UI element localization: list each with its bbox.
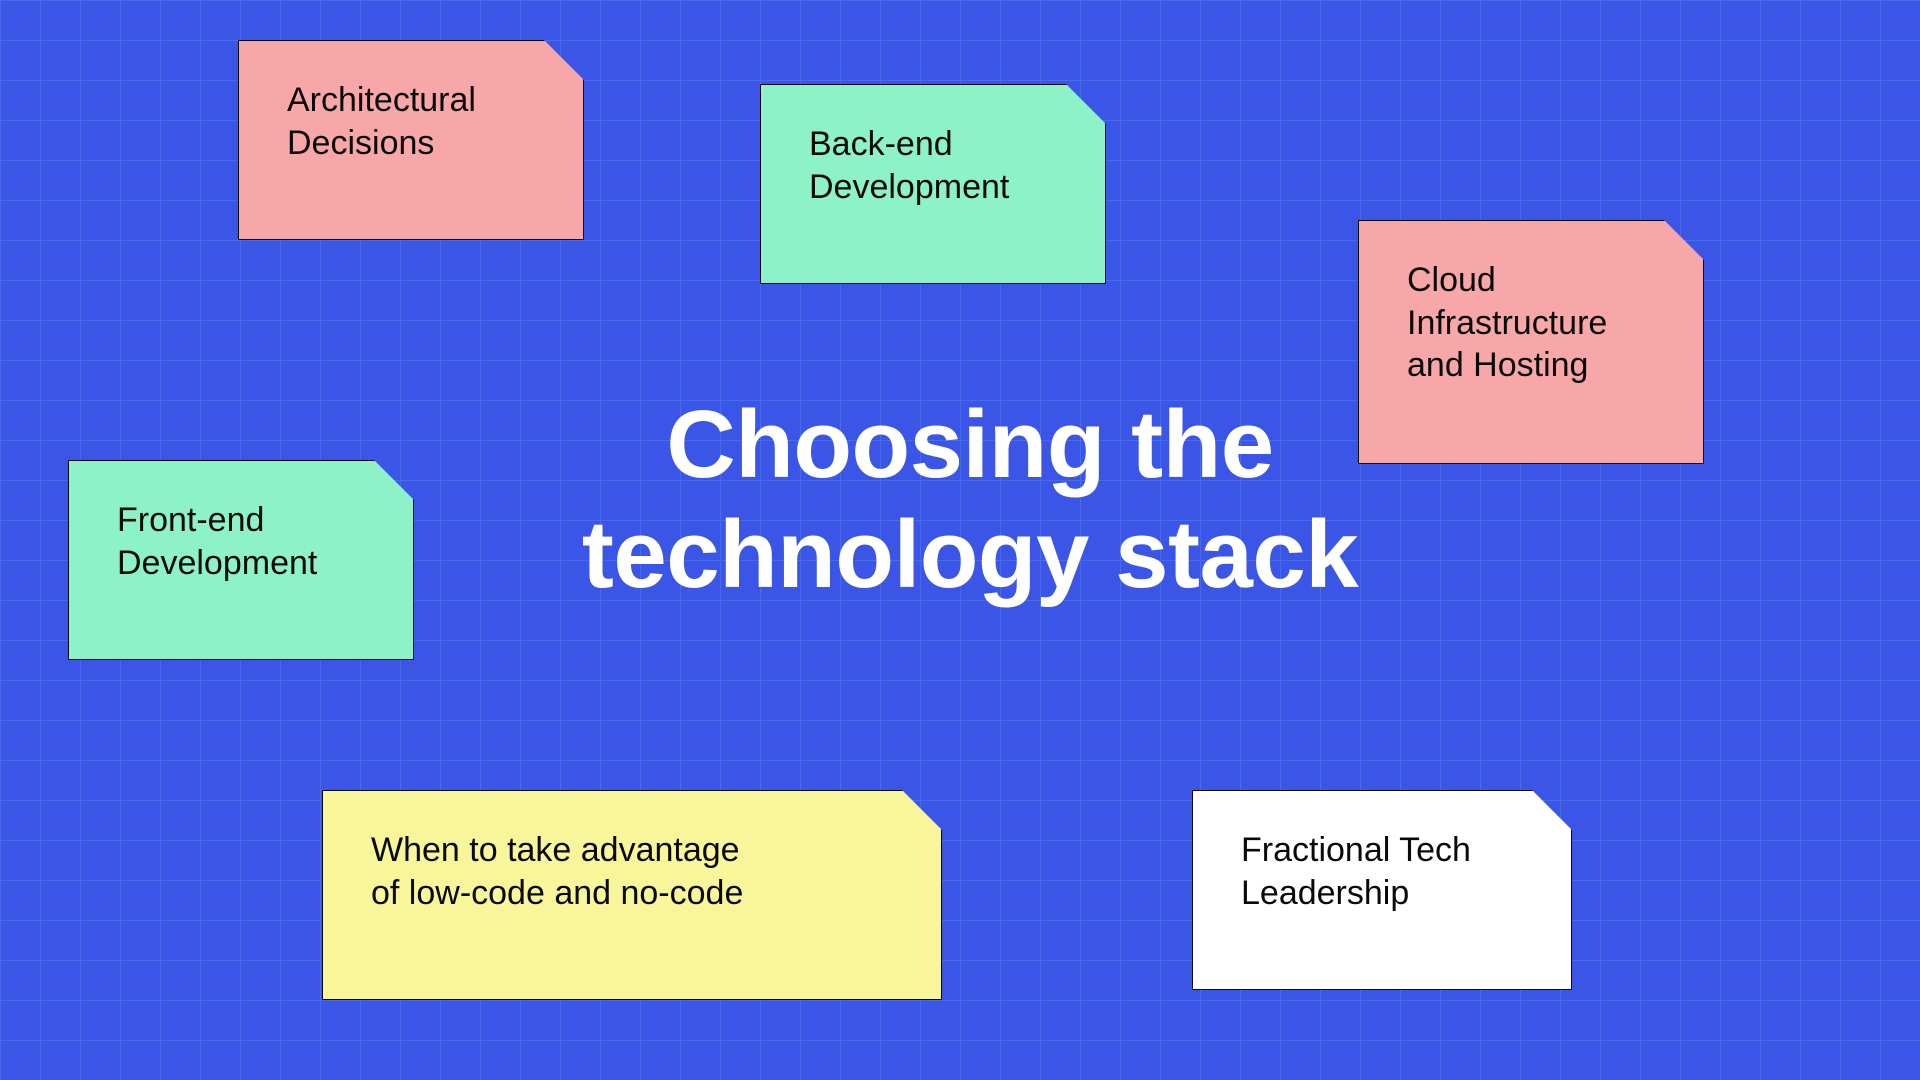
diagram-title-text: Choosing the technology stack xyxy=(582,391,1358,608)
infographic-canvas: Choosing the technology stack Architectu… xyxy=(0,0,1920,1080)
card-architectural-decisions: Architectural Decisions xyxy=(238,40,584,240)
card-label: Cloud Infrastructure and Hosting xyxy=(1407,261,1607,384)
card-cloud-infrastructure: Cloud Infrastructure and Hosting xyxy=(1358,220,1704,464)
card-label: Fractional Tech Leadership xyxy=(1241,831,1471,912)
diagram-title: Choosing the technology stack xyxy=(560,390,1380,611)
card-backend-development: Back-end Development xyxy=(760,84,1106,284)
card-frontend-development: Front-end Development xyxy=(68,460,414,660)
card-low-code-no-code: When to take advantage of low-code and n… xyxy=(322,790,942,1000)
card-fractional-tech-leadership: Fractional Tech Leadership xyxy=(1192,790,1572,990)
card-label: Back-end Development xyxy=(809,125,1009,206)
card-label: Front-end Development xyxy=(117,501,317,582)
card-label: Architectural Decisions xyxy=(287,81,476,162)
card-label: When to take advantage of low-code and n… xyxy=(371,831,743,912)
